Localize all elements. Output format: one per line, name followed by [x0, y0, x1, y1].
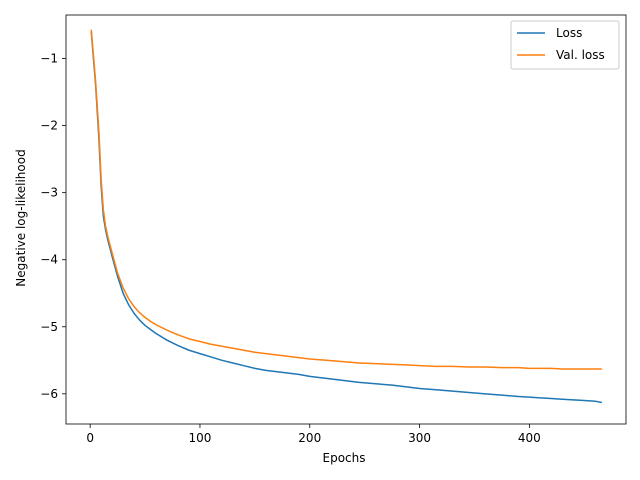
y-axis-label: Negative log-likelihood	[14, 149, 28, 286]
x-tick-label: 200	[298, 431, 321, 445]
y-tick-label: −5	[40, 320, 58, 334]
y-tick-label: −3	[40, 186, 58, 200]
x-tick-label: 300	[408, 431, 431, 445]
legend: Loss Val. loss	[510, 20, 620, 70]
y-tick-label: −2	[40, 119, 58, 133]
legend-label-loss: Loss	[556, 26, 582, 40]
x-tick-label: 0	[86, 431, 94, 445]
series-line-loss	[90, 31, 602, 404]
x-axis-label: Epochs	[323, 451, 366, 465]
y-tick-label: −1	[40, 52, 58, 66]
x-tick-label: 400	[518, 431, 541, 445]
y-axis-ticks: −1 −2 −3 −4 −5 −6	[40, 52, 66, 401]
legend-label-val-loss: Val. loss	[556, 48, 605, 62]
x-tick-label: 100	[189, 431, 212, 445]
y-tick-label: −6	[40, 387, 58, 401]
series-layer	[90, 29, 602, 404]
plot-frame	[65, 14, 627, 425]
y-tick-label: −4	[40, 253, 58, 267]
x-axis-ticks: 0 100 200 300 400	[86, 424, 541, 445]
series-line-val-loss	[90, 29, 602, 370]
